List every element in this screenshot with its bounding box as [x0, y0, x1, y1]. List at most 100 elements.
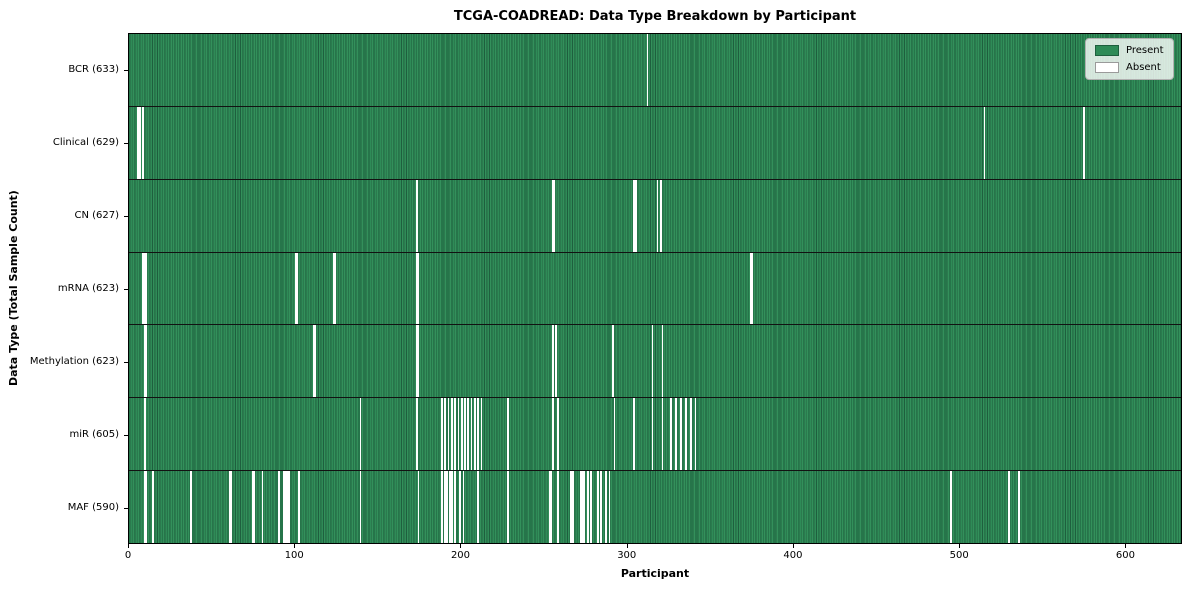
legend-label: Absent — [1126, 62, 1161, 73]
x-tick-label: 500 — [949, 550, 969, 561]
x-tick-mark — [959, 544, 961, 548]
absent-mark — [552, 325, 554, 398]
x-tick-label: 0 — [124, 550, 132, 561]
absent-mark — [477, 471, 480, 544]
absent-mark — [462, 471, 465, 544]
absent-mark — [651, 398, 654, 471]
legend-swatch-icon — [1095, 62, 1119, 73]
absent-mark — [507, 471, 509, 544]
absent-mark — [416, 325, 418, 398]
absent-mark — [454, 471, 456, 544]
absent-mark — [454, 398, 456, 471]
absent-mark — [552, 398, 554, 471]
y-tick-mark — [124, 288, 128, 290]
plot-area — [128, 33, 1182, 544]
absent-mark — [557, 398, 559, 471]
absent-mark — [417, 325, 420, 398]
absent-mark — [449, 471, 451, 544]
absent-mark — [552, 179, 554, 252]
absent-mark — [474, 398, 476, 471]
absent-mark — [447, 398, 450, 471]
absent-mark — [288, 471, 290, 544]
absent-mark — [674, 398, 677, 471]
legend-item-absent: Absent — [1095, 62, 1164, 73]
absent-mark — [298, 471, 300, 544]
absent-mark — [359, 398, 362, 471]
absent-mark — [416, 179, 418, 252]
x-tick-mark — [460, 544, 462, 548]
absent-mark — [230, 471, 232, 544]
absent-mark — [572, 471, 574, 544]
absent-mark — [190, 471, 193, 544]
legend: Present Absent — [1085, 38, 1174, 80]
absent-mark — [586, 471, 589, 544]
absent-mark — [283, 471, 285, 544]
absent-mark — [659, 179, 662, 252]
absent-mark — [464, 398, 466, 471]
absent-mark — [142, 252, 144, 325]
absent-mark — [440, 398, 443, 471]
absent-mark — [548, 471, 551, 544]
absent-mark — [457, 398, 460, 471]
absent-mark — [142, 106, 144, 179]
absent-mark — [137, 106, 139, 179]
row-BCR — [129, 34, 1181, 107]
absent-mark — [444, 398, 446, 471]
row-mRNA — [129, 252, 1181, 326]
absent-mark — [145, 325, 148, 398]
absent-mark — [313, 325, 315, 398]
absent-mark — [596, 471, 599, 544]
absent-mark — [1018, 471, 1021, 544]
absent-mark — [143, 398, 146, 471]
absent-mark — [417, 252, 420, 325]
x-tick-mark — [792, 544, 794, 548]
absent-mark — [694, 398, 697, 471]
absent-mark — [417, 471, 420, 544]
y-tick-label: Methylation (623) — [29, 355, 119, 367]
y-tick-mark — [124, 142, 128, 144]
absent-mark — [467, 398, 470, 471]
absent-mark — [284, 471, 287, 544]
absent-mark — [286, 471, 289, 544]
absent-mark — [294, 252, 297, 325]
x-tick-label: 200 — [450, 550, 471, 561]
row-Methylation — [129, 325, 1181, 399]
absent-mark — [333, 252, 335, 325]
chart-title: TCGA-COADREAD: Data Type Breakdown by Pa… — [453, 9, 857, 24]
absent-mark — [689, 398, 692, 471]
absent-mark — [661, 325, 664, 398]
absent-mark — [228, 471, 231, 544]
absent-mark — [450, 398, 453, 471]
absent-mark — [983, 106, 986, 179]
absent-mark — [661, 398, 664, 471]
absent-mark — [751, 252, 753, 325]
absent-mark — [633, 398, 636, 471]
absent-mark — [450, 471, 453, 544]
absent-mark — [555, 325, 558, 398]
absent-mark — [557, 471, 559, 544]
absent-mark — [633, 179, 636, 252]
absent-mark — [444, 471, 446, 544]
y-tick-label: MAF (590) — [67, 501, 119, 513]
absent-mark — [152, 471, 154, 544]
absent-mark — [143, 471, 146, 544]
absent-mark — [253, 471, 256, 544]
absent-mark — [669, 398, 672, 471]
absent-mark — [651, 325, 654, 398]
row-MAF — [129, 471, 1181, 544]
absent-mark — [445, 471, 448, 544]
x-tick-label: 400 — [783, 550, 803, 561]
x-tick-mark — [1125, 544, 1127, 548]
absent-mark — [950, 471, 952, 544]
legend-label: Present — [1126, 45, 1164, 56]
row-CN — [129, 179, 1181, 253]
absent-mark — [334, 252, 337, 325]
absent-mark — [459, 471, 461, 544]
absent-mark — [570, 471, 573, 544]
absent-mark — [590, 471, 592, 544]
absent-mark — [583, 471, 586, 544]
legend-swatch-icon — [1095, 45, 1119, 56]
absent-mark — [143, 252, 146, 325]
absent-mark — [1083, 106, 1085, 179]
absent-mark — [600, 471, 602, 544]
